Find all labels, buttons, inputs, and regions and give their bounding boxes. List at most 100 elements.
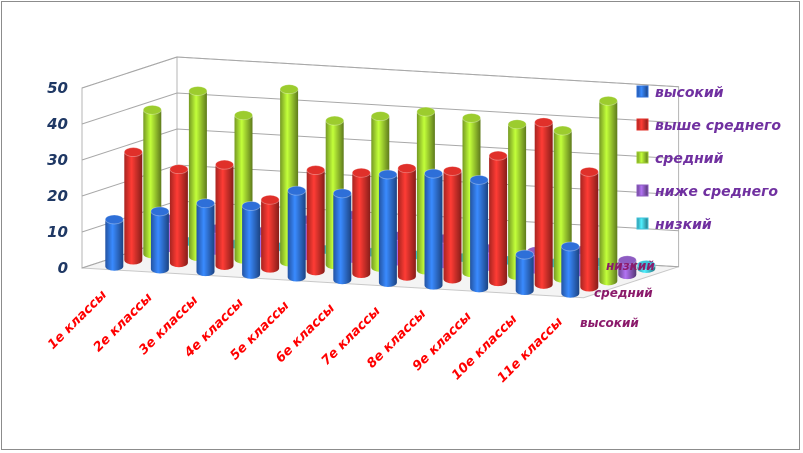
bar-body bbox=[150, 211, 169, 274]
bar-1-11 bbox=[560, 241, 580, 298]
bar-body bbox=[424, 173, 443, 290]
bar-body bbox=[561, 246, 580, 298]
depth-tick-label: низкий bbox=[606, 259, 655, 273]
y-tick-label: 50 bbox=[47, 79, 68, 97]
bar-1-5 bbox=[287, 185, 307, 282]
bar-top bbox=[397, 163, 417, 174]
bar-body bbox=[261, 199, 280, 273]
bar-top bbox=[104, 214, 124, 225]
bar-top bbox=[462, 113, 481, 123]
bar-top bbox=[560, 241, 580, 252]
bar-body bbox=[306, 170, 325, 276]
bar-2-11 bbox=[579, 166, 599, 292]
bar-body bbox=[599, 100, 618, 286]
bar-1-1 bbox=[104, 214, 124, 271]
bar-3-11 bbox=[598, 95, 618, 286]
bar-body bbox=[105, 219, 124, 271]
bar-top bbox=[325, 115, 345, 126]
bar-1-4 bbox=[241, 201, 261, 279]
legend-item: высокий bbox=[636, 85, 724, 101]
bar-top bbox=[553, 125, 573, 136]
legend-label: выше среднего bbox=[655, 118, 781, 134]
bar-5-11 bbox=[636, 259, 656, 273]
bar-top bbox=[260, 194, 280, 205]
legend-swatch bbox=[636, 85, 649, 98]
bar-2-9 bbox=[488, 150, 508, 287]
chart-bars bbox=[104, 84, 656, 298]
bar-3-9 bbox=[507, 119, 527, 280]
bar-top bbox=[188, 86, 208, 96]
bar-body bbox=[352, 172, 371, 279]
legend-item: низкий bbox=[636, 217, 712, 233]
bar-top bbox=[424, 168, 443, 179]
bar-top bbox=[507, 119, 527, 130]
legend-label: низкий bbox=[655, 217, 712, 233]
y-axis: 0 10 20 30 40 50 bbox=[46, 79, 68, 277]
bar-body bbox=[333, 193, 352, 285]
legend: высокий выше среднего средний ниже среднего… bbox=[636, 85, 781, 233]
bar-2-5 bbox=[306, 165, 326, 276]
bar-2-4 bbox=[260, 194, 280, 273]
legend-item: средний bbox=[636, 151, 724, 167]
bar-1-8 bbox=[424, 168, 443, 290]
bar-top bbox=[196, 198, 215, 209]
legend-item: выше среднего bbox=[636, 118, 781, 134]
bar-top bbox=[150, 206, 170, 217]
bar-top bbox=[241, 201, 261, 211]
bar-body bbox=[470, 179, 489, 293]
bar-top bbox=[215, 159, 234, 170]
bar-2-7 bbox=[397, 163, 417, 281]
y-tick-label: 40 bbox=[46, 115, 68, 133]
bar-top bbox=[169, 164, 189, 175]
legend-label: средний bbox=[655, 151, 724, 167]
bar-top bbox=[306, 165, 326, 175]
bar-body bbox=[443, 170, 462, 284]
bar-body bbox=[215, 164, 234, 270]
bar-top bbox=[488, 150, 508, 161]
y-tick-label: 30 bbox=[47, 151, 68, 169]
bar-top bbox=[351, 167, 371, 178]
bar-top bbox=[287, 185, 307, 196]
bar-body bbox=[169, 169, 188, 268]
bar-body bbox=[515, 254, 534, 296]
bar-2-8 bbox=[443, 166, 462, 284]
bar-body bbox=[124, 152, 143, 265]
bar-body bbox=[397, 168, 416, 281]
bar-2-1 bbox=[123, 147, 143, 265]
bar-4-11 bbox=[617, 255, 637, 280]
bar-top bbox=[598, 95, 618, 106]
bar-body bbox=[489, 155, 508, 287]
bar-1-2 bbox=[150, 206, 170, 274]
depth-tick-label: средний bbox=[594, 286, 653, 300]
bar-top bbox=[142, 104, 162, 115]
bar-2-10 bbox=[534, 117, 554, 289]
bar-top bbox=[515, 249, 535, 260]
gridline bbox=[81, 92, 679, 125]
bar-2-6 bbox=[351, 167, 371, 279]
bar-1-9 bbox=[469, 174, 489, 293]
bar-top bbox=[443, 166, 462, 176]
bar-top bbox=[579, 166, 599, 177]
bar-1-7 bbox=[378, 169, 398, 287]
bar-2-2 bbox=[169, 164, 189, 268]
bar-top bbox=[370, 111, 390, 122]
y-tick-label: 20 bbox=[47, 187, 68, 205]
bar-body bbox=[508, 124, 527, 280]
bar-top bbox=[378, 169, 398, 180]
legend-swatch bbox=[636, 118, 649, 131]
bar-body bbox=[287, 190, 306, 282]
bar-1-10 bbox=[515, 249, 535, 296]
bar-top bbox=[617, 255, 637, 266]
bar-body bbox=[580, 171, 599, 292]
depth-axis: высокий средний низкий bbox=[580, 259, 655, 330]
bar-body bbox=[196, 203, 215, 277]
bar-body bbox=[378, 174, 397, 287]
legend-swatch bbox=[636, 184, 649, 197]
bar-1-3 bbox=[196, 198, 215, 277]
bar-top bbox=[416, 106, 436, 117]
bar-top bbox=[279, 84, 299, 95]
gridline bbox=[81, 56, 679, 89]
depth-tick-label: высокий bbox=[580, 316, 639, 330]
